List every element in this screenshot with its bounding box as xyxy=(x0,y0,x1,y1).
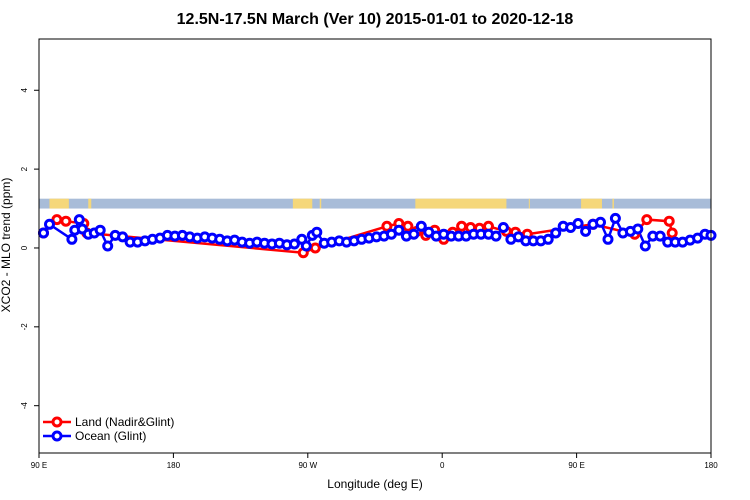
x-axis: 90 E 180 90 W 0 90 E 180 xyxy=(31,453,718,470)
land-data-point xyxy=(60,215,72,227)
ocean-data-point xyxy=(542,233,554,245)
x-tick-label: 90 W xyxy=(298,461,317,470)
land-data-point xyxy=(666,227,678,239)
ocean-data-point xyxy=(497,222,509,233)
x-tick-label: 90 E xyxy=(568,461,584,470)
ocean-data-point xyxy=(490,230,502,242)
land-data-point xyxy=(663,215,675,227)
ocean-data-point xyxy=(595,216,606,228)
land-segment xyxy=(415,198,507,209)
x-tick-label: 90 E xyxy=(31,461,47,470)
land-data-point xyxy=(641,214,653,226)
legend-ocean-label: Ocean (Glint) xyxy=(75,429,146,443)
ocean-data-point xyxy=(73,214,85,226)
y-tick-label: 2 xyxy=(20,166,29,171)
ocean-data-point xyxy=(550,227,562,239)
series-layer xyxy=(38,212,717,259)
ocean-data-point xyxy=(38,227,49,239)
ocean-data-point xyxy=(44,218,55,230)
land-segment xyxy=(581,198,602,209)
land-ocean-band xyxy=(39,198,711,209)
legend-land-swatch-point xyxy=(51,416,63,428)
x-tick-label: 180 xyxy=(704,461,718,470)
ocean-data-point xyxy=(117,231,129,243)
land-segment xyxy=(49,198,69,209)
land-data-point xyxy=(456,220,468,232)
y-tick-label: 4 xyxy=(20,87,29,92)
ocean-data-point xyxy=(580,225,592,237)
y-axis: -4 -2 0 2 4 xyxy=(20,87,39,409)
legend-ocean-swatch-point xyxy=(51,430,63,442)
ocean-data-point xyxy=(102,240,114,252)
ocean-data-point xyxy=(311,226,323,238)
land-segment xyxy=(319,198,322,209)
y-tick-label: -4 xyxy=(20,402,29,410)
land-data-point xyxy=(381,220,393,232)
x-tick-label: 0 xyxy=(440,461,445,470)
chart-title: 12.5N-17.5N March (Ver 10) 2015-01-01 to… xyxy=(177,11,574,28)
ocean-data-point xyxy=(639,240,651,252)
ocean-data-point xyxy=(602,233,614,245)
ocean-data-point xyxy=(609,212,621,224)
ocean-data-point xyxy=(632,223,644,235)
y-tick-label: -2 xyxy=(20,323,29,331)
legend-land-label: Land (Nadir&Glint) xyxy=(75,415,174,429)
ocean-data-point xyxy=(572,218,584,229)
plot-frame xyxy=(38,38,712,454)
ocean-data-point xyxy=(415,220,427,232)
ocean-band xyxy=(39,198,711,209)
x-tick-label: 180 xyxy=(167,461,181,470)
land-segment xyxy=(88,198,92,209)
ocean-data-point xyxy=(288,238,300,250)
ocean-data-point xyxy=(393,224,405,236)
land-data-point xyxy=(402,220,414,232)
y-axis-label: XCO2 - MLO trend (ppm) xyxy=(0,178,13,313)
ocean-data-point xyxy=(408,228,420,240)
legend: Land (Nadir&Glint)Ocean (Glint) xyxy=(43,415,174,443)
land-segment xyxy=(528,198,530,209)
land-data-point xyxy=(309,242,321,254)
land-segment xyxy=(612,198,614,209)
land-segment xyxy=(292,198,313,209)
x-axis-label: Longitude (deg E) xyxy=(327,477,422,491)
ocean-data-point xyxy=(654,230,666,242)
ocean-data-point xyxy=(94,224,106,236)
ocean-data-point xyxy=(66,233,78,245)
ocean-data-point xyxy=(300,240,312,252)
y-tick-label: 0 xyxy=(20,245,29,250)
